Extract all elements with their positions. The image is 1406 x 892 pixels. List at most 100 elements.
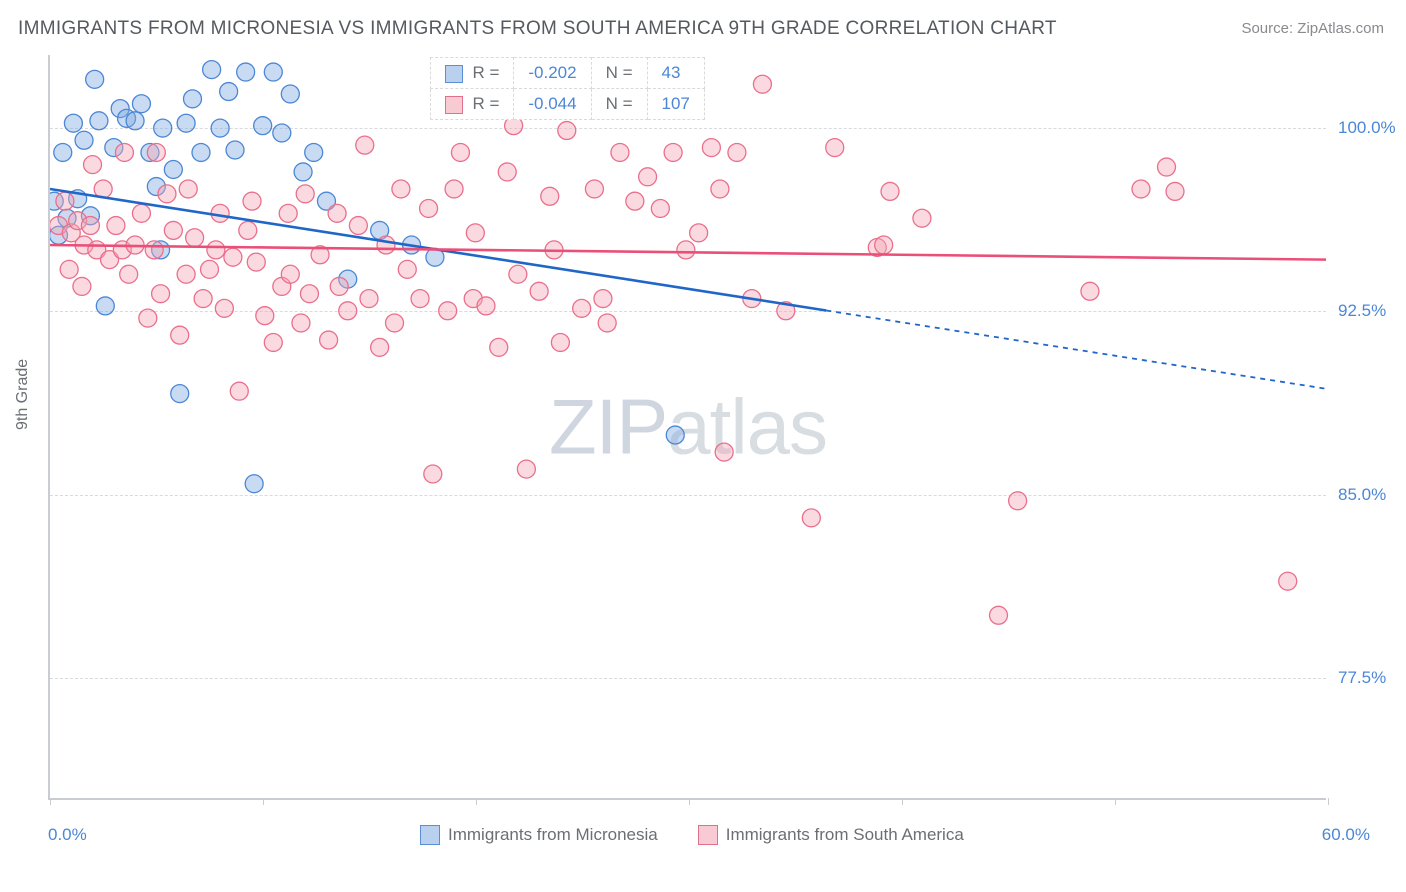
scatter-point	[115, 143, 133, 161]
scatter-point	[152, 285, 170, 303]
x-tick	[1115, 798, 1116, 805]
r-value-0: -0.202	[514, 58, 591, 89]
scatter-point	[56, 192, 74, 210]
x-tick	[476, 798, 477, 805]
scatter-point	[194, 290, 212, 308]
scatter-point	[424, 465, 442, 483]
scatter-point	[296, 185, 314, 203]
scatter-point	[254, 117, 272, 135]
scatter-point	[826, 139, 844, 157]
n-value-0: 43	[647, 58, 704, 89]
scatter-point	[1009, 492, 1027, 510]
scatter-point	[585, 180, 603, 198]
scatter-point	[802, 509, 820, 527]
scatter-point	[356, 136, 374, 154]
scatter-point	[107, 217, 125, 235]
scatter-point	[81, 217, 99, 235]
legend-bottom: Immigrants from Micronesia Immigrants fr…	[420, 825, 964, 845]
scatter-point	[224, 248, 242, 266]
scatter-point	[498, 163, 516, 181]
legend-item-0: Immigrants from Micronesia	[420, 825, 658, 845]
scatter-point	[164, 161, 182, 179]
scatter-point	[875, 236, 893, 254]
scatter-point	[145, 241, 163, 259]
scatter-point	[420, 199, 438, 217]
legend-stats: R = -0.202 N = 43 R = -0.044 N = 107	[430, 57, 705, 120]
scatter-point	[551, 333, 569, 351]
scatter-point	[445, 180, 463, 198]
scatter-point	[530, 282, 548, 300]
scatter-point	[371, 338, 389, 356]
scatter-point	[147, 143, 165, 161]
legend-label-1: Immigrants from South America	[726, 825, 964, 845]
scatter-point	[1158, 158, 1176, 176]
scatter-point	[247, 253, 265, 271]
scatter-point	[64, 114, 82, 132]
x-axis-left-label: 0.0%	[48, 825, 87, 845]
scatter-point	[509, 265, 527, 283]
scatter-point	[398, 260, 416, 278]
scatter-point	[439, 302, 457, 320]
scatter-point	[573, 299, 591, 317]
scatter-point	[451, 143, 469, 161]
scatter-point	[677, 241, 695, 259]
scatter-point	[386, 314, 404, 332]
scatter-point	[664, 143, 682, 161]
scatter-point	[84, 156, 102, 174]
scatter-point	[377, 236, 395, 254]
scatter-point	[132, 204, 150, 222]
scatter-point	[881, 182, 899, 200]
scatter-point	[96, 297, 114, 315]
legend-stats-row-0: R = -0.202 N = 43	[431, 58, 705, 89]
scatter-point	[171, 326, 189, 344]
n-value-1: 107	[647, 89, 704, 120]
scatter-point	[201, 260, 219, 278]
scatter-point	[177, 265, 195, 283]
scatter-point	[541, 187, 559, 205]
scatter-point	[1081, 282, 1099, 300]
scatter-point	[211, 119, 229, 137]
scatter-point	[239, 221, 257, 239]
legend-item-1: Immigrants from South America	[698, 825, 964, 845]
scatter-point	[1279, 572, 1297, 590]
scatter-point	[711, 180, 729, 198]
y-tick-label: 77.5%	[1338, 668, 1386, 688]
scatter-point	[126, 112, 144, 130]
scatter-point	[264, 63, 282, 81]
scatter-point	[237, 63, 255, 81]
y-tick-label: 92.5%	[1338, 301, 1386, 321]
scatter-point	[243, 192, 261, 210]
scatter-point	[294, 163, 312, 181]
scatter-point	[639, 168, 657, 186]
y-tick-label: 100.0%	[1338, 118, 1396, 138]
scatter-point	[158, 185, 176, 203]
scatter-point	[728, 143, 746, 161]
scatter-point	[192, 143, 210, 161]
scatter-point	[392, 180, 410, 198]
scatter-point	[360, 290, 378, 308]
scatter-point	[73, 277, 91, 295]
scatter-point	[411, 290, 429, 308]
scatter-point	[264, 333, 282, 351]
scatter-point	[186, 229, 204, 247]
scatter-point	[666, 426, 684, 444]
scatter-point	[339, 302, 357, 320]
scatter-point	[179, 180, 197, 198]
scatter-point	[60, 260, 78, 278]
chart-area: ZIPatlas R = -0.202 N = 43 R = -0.044 N …	[48, 55, 1326, 800]
scatter-point	[594, 290, 612, 308]
scatter-point	[184, 90, 202, 108]
source-label: Source: ZipAtlas.com	[1241, 20, 1384, 37]
scatter-point	[300, 285, 318, 303]
scatter-point	[990, 606, 1008, 624]
scatter-point	[626, 192, 644, 210]
scatter-point	[226, 141, 244, 159]
scatter-point	[90, 112, 108, 130]
x-tick	[689, 798, 690, 805]
square-icon	[420, 825, 440, 845]
scatter-point	[913, 209, 931, 227]
scatter-point	[690, 224, 708, 242]
scatter-point	[517, 460, 535, 478]
square-icon	[445, 65, 463, 83]
square-icon	[698, 825, 718, 845]
